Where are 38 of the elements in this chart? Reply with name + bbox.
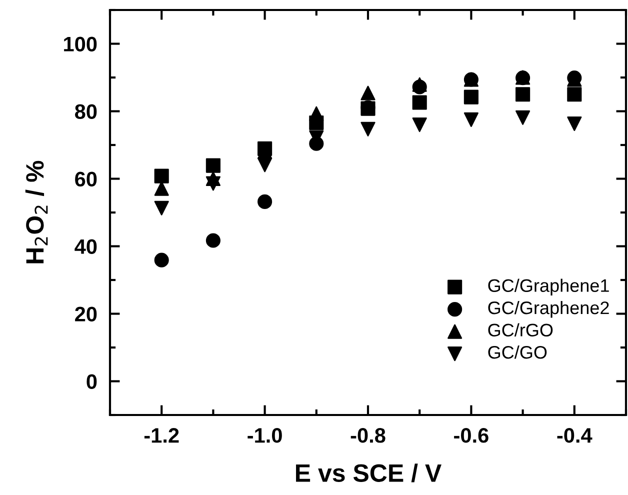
point [258, 194, 272, 209]
point [464, 90, 478, 104]
point [360, 122, 376, 136]
point [516, 110, 530, 125]
x-tick-label: -0.8 [350, 428, 386, 443]
point [309, 136, 324, 151]
point [516, 87, 530, 102]
point [412, 95, 427, 110]
point [154, 168, 169, 184]
point [206, 233, 220, 248]
x-tick-label: -1.0 [248, 428, 282, 443]
point [309, 106, 324, 121]
y-tick-label: 60 [75, 172, 97, 187]
x-tick-label: -0.4 [557, 428, 592, 443]
y-tick-label: 40 [74, 239, 97, 254]
point [206, 171, 220, 186]
point [567, 116, 582, 132]
x-axis-title: E vs SCE / V [296, 464, 442, 482]
point [154, 200, 169, 216]
y-tick-label: 20 [75, 306, 97, 322]
x-tick-label: -1.2 [144, 428, 179, 443]
point [464, 112, 478, 127]
y-axis-title: H$_{2}$O$_{2}$ / % [25, 160, 48, 264]
point [412, 117, 427, 132]
point [206, 158, 220, 173]
point [154, 181, 169, 196]
y-tick-label: 0 [86, 374, 97, 390]
legend-label: GC/GO [488, 345, 547, 359]
legend-label: GC/rGO [488, 323, 553, 336]
point [360, 86, 376, 100]
x-tick-label: -0.6 [454, 428, 488, 443]
legend-label: GC/Graphene2 [488, 300, 609, 318]
y-tick-label: 100 [64, 36, 97, 52]
point [567, 87, 582, 102]
point [154, 252, 169, 268]
point [412, 80, 427, 94]
y-tick-label: 80 [74, 104, 97, 120]
legend-label: GC/Graphene1 [488, 278, 609, 296]
